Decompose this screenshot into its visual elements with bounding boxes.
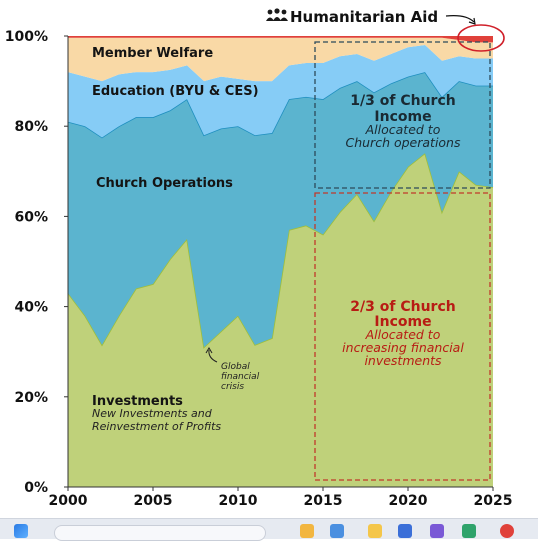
app-icon-3[interactable] [398, 524, 412, 538]
box-bottom-title-1: 2/3 of Church [350, 299, 455, 315]
crisis-arrow-head [205, 347, 213, 354]
app-icon-2[interactable] [330, 524, 344, 538]
label-church-operations: Church Operations [96, 176, 233, 191]
stacked-area-chart: 0% 20% 40% 60% 80% 100% 2000 2005 2010 2015 2020 20… [5, 8, 513, 509]
y-tick-label: 0% [24, 480, 48, 496]
area-church-operations [68, 72, 493, 348]
crisis-label-3: crisis [221, 382, 244, 392]
box-top-title-2: Income [374, 109, 431, 125]
box-investments [314, 192, 491, 481]
box-top-title-1: 1/3 of Church [350, 93, 455, 109]
people-icon [266, 8, 288, 21]
taskbar [0, 518, 538, 541]
folder-icon[interactable] [368, 524, 382, 538]
x-tick-label: 2025 [474, 493, 513, 509]
y-tick-label: 20% [14, 390, 48, 406]
x-tick-label: 2005 [134, 493, 173, 509]
x-tick-label: 2015 [304, 493, 343, 509]
label-education: Education (BYU & CES) [92, 84, 259, 99]
app-icon-4[interactable] [430, 524, 444, 538]
aid-highlight-circle [457, 24, 505, 52]
aid-arrow-head [468, 17, 476, 25]
y-tick-label: 60% [14, 209, 48, 225]
box-bottom-title-2: Income [374, 314, 431, 330]
x-tick-label: 2000 [49, 493, 88, 509]
y-tick-label: 80% [14, 119, 48, 135]
box-bottom-sub-3: investments [364, 353, 442, 368]
label-humanitarian-aid: Humanitarian Aid [290, 8, 438, 26]
box-church-operations [314, 41, 491, 189]
app-icon-6[interactable] [500, 524, 514, 538]
taskbar-search[interactable] [54, 525, 266, 541]
y-tick-label: 40% [14, 300, 48, 316]
x-tick-label: 2020 [389, 493, 428, 509]
app-icon-5[interactable] [462, 524, 476, 538]
app-icon-1[interactable] [300, 524, 314, 538]
area-education-byu-ces [68, 45, 493, 138]
crisis-label-1: Global [221, 362, 250, 372]
label-investments-sub2: Reinvestment of Profits [92, 420, 221, 433]
box-top-sub-2: Church operations [345, 135, 460, 150]
x-tick-label: 2010 [219, 493, 258, 509]
label-member-welfare: Member Welfare [92, 46, 213, 61]
axes: 0% 20% 40% 60% 80% 100% 2000 2005 2010 2015 2020 20… [5, 29, 513, 509]
box-bottom-sub-2: increasing financial [342, 340, 464, 355]
crisis-arrow [208, 349, 218, 363]
box-top-sub-1: Allocated to [365, 122, 441, 137]
y-tick-label: 100% [5, 29, 48, 45]
box-bottom-sub-1: Allocated to [365, 327, 441, 342]
area-layers [67, 36, 494, 487]
label-investments-sub1: New Investments and [92, 407, 213, 420]
label-investments: Investments [92, 394, 183, 409]
aid-arrow [445, 15, 475, 23]
area-member-welfare [68, 37, 493, 82]
area-investments [68, 153, 493, 487]
area-humanitarian-aid [68, 36, 493, 43]
crisis-label-2: financial [221, 372, 260, 382]
windows-start-icon[interactable] [14, 524, 28, 538]
